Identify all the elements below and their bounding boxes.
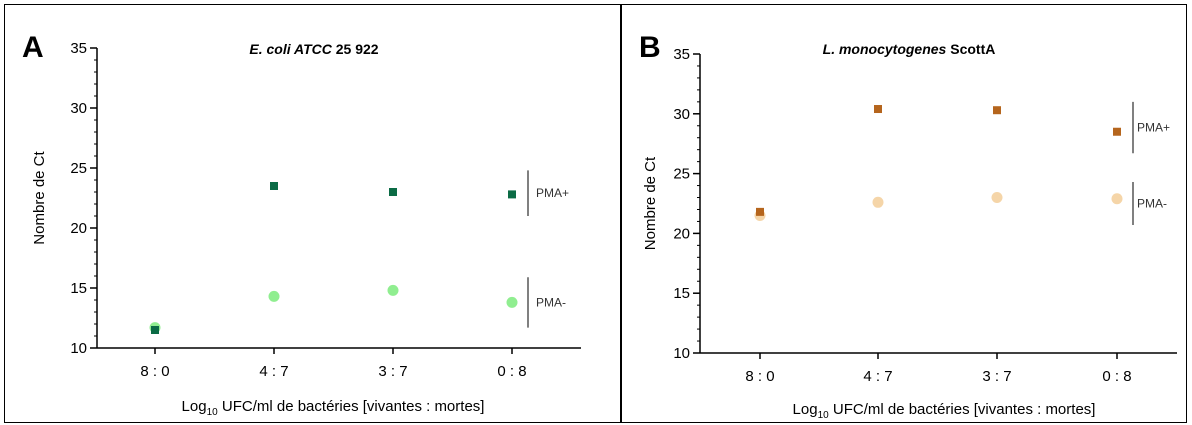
chart-b-y-tick-label: 25 bbox=[673, 166, 690, 183]
chart-b-y-tick-label: 35 bbox=[673, 46, 690, 63]
chart-a-x-tick-label: 3 : 7 bbox=[378, 363, 407, 380]
chart-b-annot-label-pma-minus: PMA- bbox=[1137, 197, 1167, 211]
chart-a-x-tick-label: 4 : 7 bbox=[259, 363, 288, 380]
chart-b-y-axis-title: Nombre de Ct bbox=[642, 156, 659, 250]
chart-a-annot-label-pma-plus: PMA+ bbox=[536, 186, 569, 200]
chart-b-point-pma-minus bbox=[1111, 193, 1123, 205]
chart-b-x-tick-label: 0 : 8 bbox=[1102, 368, 1131, 385]
chart-a-point-pma-plus bbox=[389, 188, 397, 196]
chart-b-point-pma-minus bbox=[872, 196, 884, 208]
chart-a-y-tick-label: 35 bbox=[70, 40, 87, 57]
panel-a-frame bbox=[4, 4, 621, 423]
chart-a-annot-label-pma-minus: PMA- bbox=[536, 295, 566, 309]
chart-b-x-tick-label: 4 : 7 bbox=[863, 368, 892, 385]
chart-a-x-tick-label: 8 : 0 bbox=[140, 363, 169, 380]
chart-a-point-pma-minus bbox=[387, 284, 399, 296]
chart-b-x-tick-label: 8 : 0 bbox=[745, 368, 774, 385]
chart-b-y-tick-label: 20 bbox=[673, 225, 690, 242]
chart-a-y-tick-label: 15 bbox=[70, 280, 87, 297]
chart-a-x-axis-title: Log10 UFC/ml de bactéries [vivantes : mo… bbox=[182, 398, 485, 418]
chart-b-x-axis-title: Log10 UFC/ml de bactéries [vivantes : mo… bbox=[793, 401, 1096, 421]
panel-a-letter: A bbox=[22, 31, 44, 64]
chart-b-point-pma-plus bbox=[993, 106, 1001, 115]
chart-b-y-tick-label: 30 bbox=[673, 106, 690, 123]
chart-b-y-tick-label: 10 bbox=[673, 345, 690, 362]
chart-a-point-pma-plus bbox=[151, 326, 159, 334]
chart-a-y-tick-label: 10 bbox=[70, 340, 87, 357]
chart-a-title: E. coli ATCC 25 922 bbox=[249, 41, 378, 57]
chart-b-x-tick-label: 3 : 7 bbox=[982, 368, 1011, 385]
chart-b-y-tick-label: 15 bbox=[673, 285, 690, 302]
chart-b-point-pma-plus bbox=[874, 105, 882, 114]
chart-a-x-tick-label: 0 : 8 bbox=[497, 363, 526, 380]
chart-a-y-tick-label: 20 bbox=[70, 220, 87, 237]
chart-a-y-tick-label: 25 bbox=[70, 160, 87, 177]
chart-a-point-pma-minus bbox=[506, 296, 518, 308]
chart-b-point-pma-plus bbox=[756, 207, 764, 216]
panel-b-frame bbox=[621, 4, 1187, 423]
chart-a-point-pma-plus bbox=[270, 182, 278, 190]
chart-a-point-pma-plus bbox=[508, 190, 516, 199]
chart-b-point-pma-minus bbox=[991, 192, 1003, 204]
chart-b-annot-label-pma-plus: PMA+ bbox=[1137, 121, 1170, 135]
chart-a-y-axis-title: Nombre de Ct bbox=[31, 150, 48, 244]
panel-b-letter: B bbox=[639, 31, 661, 64]
chart-b-point-pma-plus bbox=[1113, 127, 1121, 136]
chart-a-point-pma-minus bbox=[268, 290, 280, 302]
chart-a-y-tick-label: 30 bbox=[70, 100, 87, 117]
chart-b-title: L. monocytogenes ScottA bbox=[823, 41, 996, 57]
